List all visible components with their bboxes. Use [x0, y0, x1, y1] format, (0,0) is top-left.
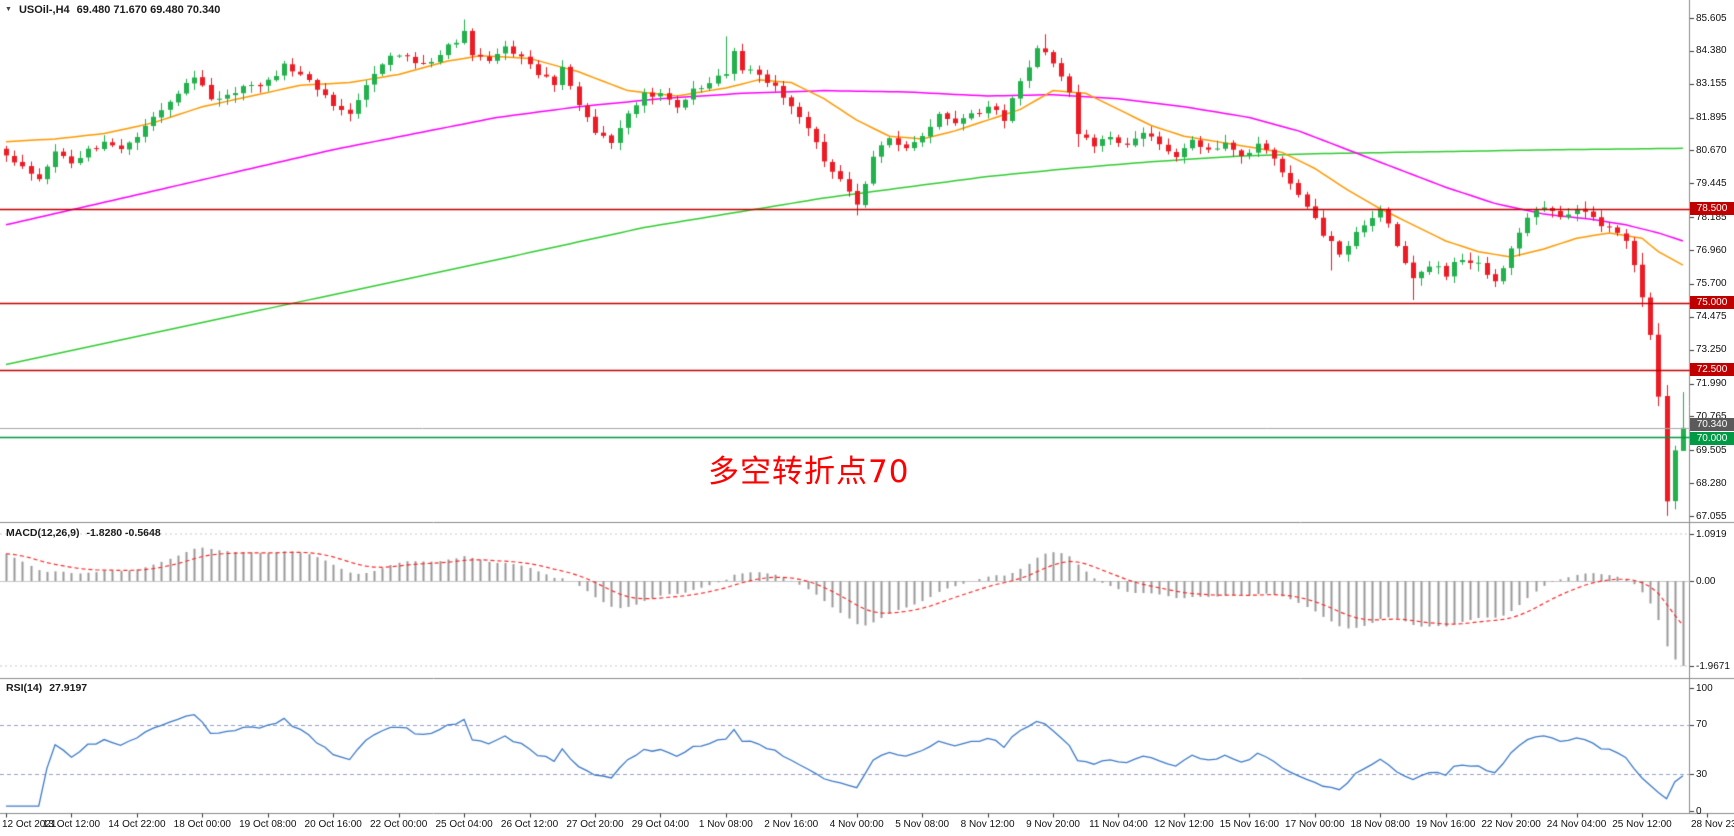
time-axis-label: 29 Oct 04:00	[631, 819, 690, 830]
time-axis-label: 22 Oct 00:00	[369, 819, 428, 830]
price-axis-label: 83.155	[1696, 78, 1727, 90]
time-axis-label: 28 Nov 23:0	[1691, 819, 1734, 830]
chart-symbol-header[interactable]: ▼ USOil-,H4 69.480 71.670 69.480 70.340	[5, 4, 220, 16]
time-axis-label: 9 Nov 20:00	[1026, 819, 1080, 830]
time-axis-label: 8 Nov 12:00	[960, 819, 1015, 830]
time-axis-label: 13 Oct 12:00	[42, 819, 101, 830]
ohlc-values: 69.480 71.670 69.480 70.340	[76, 4, 221, 16]
time-axis-label: 26 Oct 12:00	[500, 819, 559, 830]
price-axis-label: 80.670	[1696, 144, 1727, 156]
time-axis-label: 22 Nov 20:00	[1481, 819, 1541, 830]
time-axis-label: 2 Nov 16:00	[764, 819, 819, 830]
price-axis-label: 67.055	[1696, 510, 1727, 522]
price-axis-label: 73.250	[1696, 344, 1727, 356]
rsi-axis-label: 0	[1696, 805, 1702, 817]
price-level-badge: 72.500	[1690, 363, 1734, 377]
macd-axis-label: -1.9671	[1696, 660, 1730, 672]
symbol-dropdown-icon[interactable]: ▼	[5, 6, 12, 13]
macd-axis-label: 0.00	[1696, 575, 1716, 587]
price-axis-label: 81.895	[1696, 112, 1727, 124]
macd-indicator-values: -1.8280 -0.5648	[86, 527, 161, 539]
symbol-period-label: USOil-,H4	[18, 4, 70, 16]
rsi-axis-label: 70	[1696, 719, 1708, 731]
time-axis-label: 12 Nov 12:00	[1154, 819, 1214, 830]
price-axis-label: 74.475	[1696, 311, 1727, 323]
time-axis-label: 18 Nov 08:00	[1350, 819, 1410, 830]
time-axis-label: 17 Nov 00:00	[1285, 819, 1345, 830]
time-axis-label: 11 Nov 04:00	[1089, 819, 1148, 830]
time-axis-label: 18 Oct 00:00	[173, 819, 231, 830]
price-axis-label: 78.185	[1696, 211, 1727, 223]
time-axis-label: 27 Oct 20:00	[566, 819, 624, 830]
time-axis-label: 20 Oct 16:00	[304, 819, 362, 830]
time-axis-label: 14 Oct 22:00	[108, 819, 166, 830]
time-axis-label: 19 Nov 16:00	[1415, 819, 1476, 830]
price-level-badge: 75.000	[1690, 296, 1734, 310]
time-axis-label: 25 Oct 04:00	[435, 819, 493, 830]
macd-indicator-label: MACD(12,26,9)	[6, 527, 80, 539]
price-level-badge: 78.500	[1690, 202, 1734, 216]
time-axis-label: 12 Oct 2021	[2, 819, 57, 830]
price-axis-label: 84.380	[1696, 45, 1727, 57]
price-level-badge: 70.340	[1690, 418, 1734, 432]
price-axis-label: 85.605	[1696, 12, 1727, 24]
price-axis-label: 69.505	[1696, 444, 1727, 456]
macd-panel-header: MACD(12,26,9) -1.8280 -0.5648	[6, 527, 161, 539]
time-axis-label: 25 Nov 12:00	[1612, 819, 1672, 830]
rsi-axis-label: 100	[1696, 682, 1713, 694]
time-axis-label: 1 Nov 08:00	[698, 819, 753, 830]
rsi-indicator-label: RSI(14)	[6, 682, 43, 694]
price-axis-label: 70.765	[1696, 410, 1727, 422]
rsi-axis-label: 30	[1696, 768, 1708, 780]
price-axis-label: 71.990	[1696, 378, 1727, 389]
price-axis-label: 68.280	[1696, 477, 1727, 489]
chart-annotation: 多空转折点70	[708, 454, 910, 490]
time-axis-label: 5 Nov 08:00	[895, 819, 950, 830]
time-axis-label: 19 Oct 08:00	[239, 819, 297, 830]
price-axis-label: 75.700	[1696, 278, 1727, 290]
time-axis-label: 24 Nov 04:00	[1546, 819, 1607, 830]
price-level-badge: 70.000	[1690, 432, 1734, 446]
rsi-panel-header: RSI(14) 27.9197	[6, 682, 87, 694]
time-axis-label: 4 Nov 00:00	[829, 819, 884, 830]
macd-axis-label: 1.0919	[1696, 528, 1727, 540]
price-axis-label: 76.960	[1696, 244, 1727, 256]
rsi-indicator-values: 27.9197	[49, 682, 88, 694]
time-axis-label: 15 Nov 16:00	[1219, 819, 1280, 830]
price-axis-label: 79.445	[1696, 177, 1727, 189]
